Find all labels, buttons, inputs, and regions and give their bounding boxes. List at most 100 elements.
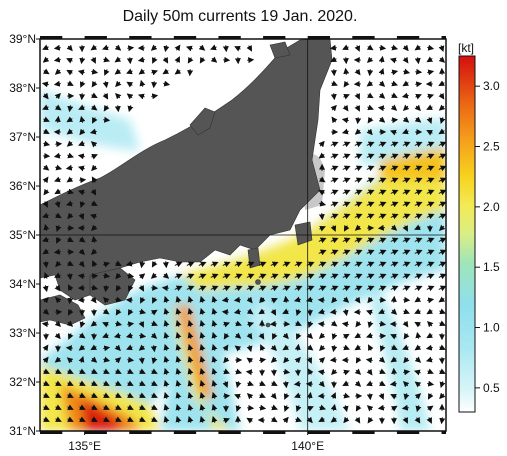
current-arrow (390, 356, 398, 363)
current-arrow (389, 57, 397, 64)
current-arrow (366, 80, 374, 87)
current-arrow (91, 80, 98, 88)
current-arrow (54, 201, 61, 209)
current-arrow (271, 298, 278, 304)
current-arrow (187, 319, 194, 327)
current-arrow (187, 391, 194, 399)
current-arrow (367, 344, 374, 351)
current-arrow (151, 260, 158, 268)
current-arrow (367, 321, 374, 329)
current-arrow (211, 319, 218, 327)
current-arrow (125, 332, 133, 339)
current-arrow (438, 80, 445, 87)
current-arrow (42, 104, 49, 111)
current-arrow (402, 153, 411, 160)
current-arrow (151, 404, 158, 410)
current-arrow (330, 285, 339, 292)
current-arrow (294, 273, 303, 280)
current-arrow (127, 321, 135, 328)
current-arrow (54, 272, 61, 279)
current-arrow (378, 92, 386, 99)
current-arrow (246, 345, 253, 353)
current-arrow (342, 141, 351, 148)
current-arrow (41, 321, 49, 328)
current-arrow (246, 296, 253, 304)
current-arrow (354, 261, 363, 268)
current-arrow (319, 404, 327, 411)
current-arrow (43, 404, 50, 410)
current-arrow (103, 404, 110, 410)
current-arrow (294, 356, 301, 364)
current-arrow (79, 368, 86, 374)
current-arrow (127, 404, 134, 410)
current-arrow (162, 56, 169, 64)
current-arrow (438, 237, 446, 244)
current-arrow (296, 333, 302, 340)
current-arrow (354, 93, 360, 100)
current-arrow (246, 285, 255, 292)
current-arrow (270, 273, 279, 280)
current-arrow (270, 356, 278, 363)
current-arrow (198, 261, 207, 268)
current-arrow (343, 416, 350, 424)
current-arrow (318, 140, 325, 148)
current-arrow (67, 152, 75, 159)
current-arrow (295, 416, 302, 423)
current-arrow (367, 69, 374, 77)
current-arrow (342, 165, 351, 172)
current-arrow (102, 308, 110, 315)
current-arrow (354, 128, 362, 135)
current-arrow (162, 261, 169, 269)
current-arrow (139, 392, 146, 398)
current-arrow (42, 248, 50, 255)
current-arrow (54, 104, 62, 111)
current-arrow (270, 309, 277, 316)
current-arrow (78, 104, 85, 111)
current-arrow (259, 404, 267, 411)
current-arrow (79, 416, 86, 422)
current-arrow (294, 285, 303, 292)
current-arrow (390, 165, 399, 172)
current-arrow (102, 321, 109, 328)
current-arrow (402, 237, 411, 244)
current-arrow (414, 308, 421, 314)
current-arrow (187, 367, 194, 375)
current-arrow (78, 213, 85, 220)
current-arrow (163, 415, 170, 423)
current-arrow (246, 332, 253, 340)
current-arrow (329, 356, 337, 363)
current-arrow (259, 392, 266, 398)
current-arrow (330, 213, 339, 220)
current-arrow (439, 368, 446, 374)
current-arrow (163, 379, 170, 387)
current-arrow (293, 296, 301, 303)
current-arrow (187, 415, 194, 423)
current-arrow (92, 260, 98, 267)
current-arrow (318, 249, 327, 256)
current-arrow (78, 355, 85, 363)
current-arrow (271, 404, 278, 411)
current-arrow (187, 307, 194, 315)
current-arrow (342, 104, 349, 112)
current-arrow (54, 176, 61, 183)
current-arrow (43, 392, 50, 398)
frame-stripe (218, 36, 241, 39)
current-arrow (342, 285, 351, 292)
current-arrow (66, 58, 73, 64)
current-arrow (102, 92, 109, 100)
current-arrow (426, 141, 435, 148)
current-arrow (306, 344, 314, 351)
current-arrow (187, 403, 194, 411)
current-arrow (187, 355, 194, 363)
current-arrow (402, 320, 409, 328)
current-arrow (366, 201, 375, 208)
current-arrow (67, 297, 74, 305)
current-arrow (163, 343, 170, 351)
current-arrow (414, 261, 423, 268)
current-arrow (199, 307, 206, 315)
current-arrow (43, 272, 50, 279)
current-arrow (150, 332, 158, 339)
current-arrow (401, 92, 409, 99)
current-arrow (91, 176, 98, 184)
current-arrow (126, 68, 133, 75)
